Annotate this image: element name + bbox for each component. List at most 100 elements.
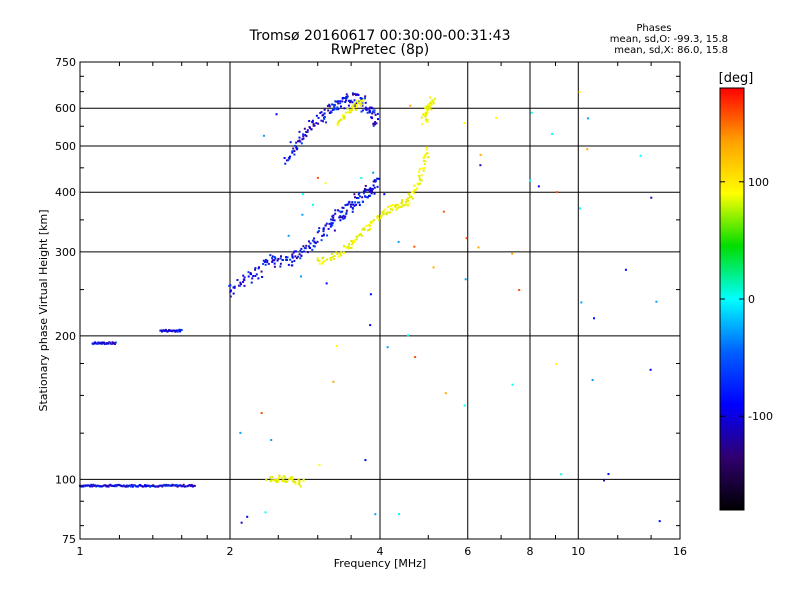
data-point (374, 513, 377, 516)
data-point (479, 153, 482, 156)
x-tick-label: 10 (571, 545, 585, 558)
data-point (275, 478, 278, 481)
data-point (371, 112, 374, 115)
data-point (372, 220, 375, 223)
data-point (347, 245, 350, 248)
data-point (381, 211, 384, 214)
data-point (273, 262, 276, 265)
x-tick-label: 1 (77, 545, 84, 558)
data-point (343, 115, 346, 118)
colorbar-tick-label: -100 (748, 410, 773, 423)
data-point (422, 169, 425, 172)
data-point (358, 201, 361, 204)
data-point (183, 485, 186, 488)
data-point (314, 242, 317, 245)
data-point (89, 485, 92, 488)
data-point (338, 210, 341, 213)
data-point (298, 139, 301, 142)
data-point (367, 189, 370, 192)
data-point (304, 247, 307, 250)
data-point (114, 484, 117, 487)
data-point (302, 135, 305, 138)
data-point (315, 114, 318, 117)
data-point (148, 484, 151, 487)
data-point (371, 110, 374, 113)
data-point (291, 264, 294, 267)
data-point (232, 286, 235, 289)
data-point (418, 179, 421, 182)
data-point (233, 286, 236, 289)
data-point (465, 237, 468, 240)
data-point (419, 182, 422, 185)
data-point (403, 204, 406, 207)
data-point (355, 102, 358, 105)
data-point (188, 484, 191, 487)
data-point (423, 154, 426, 157)
data-point (279, 265, 282, 268)
data-point (308, 119, 311, 122)
data-point (340, 251, 343, 254)
data-point (413, 192, 416, 195)
data-point (229, 295, 232, 298)
data-point (353, 241, 356, 244)
data-point (271, 259, 274, 262)
data-point (169, 484, 172, 487)
data-point (109, 483, 112, 486)
x-axis-label: Frequency [MHz] (334, 557, 426, 570)
data-point (528, 179, 531, 182)
data-point (331, 224, 334, 227)
data-point (335, 251, 338, 254)
data-point (269, 254, 272, 257)
x-tick-label: 4 (377, 545, 384, 558)
data-point (300, 254, 303, 257)
data-point (331, 109, 334, 112)
data-point (229, 289, 232, 292)
data-point (312, 123, 315, 126)
data-point (342, 116, 345, 119)
data-point (362, 192, 365, 195)
data-point (351, 101, 354, 104)
data-point (336, 106, 339, 109)
data-point (425, 113, 428, 116)
data-point (318, 262, 321, 265)
data-point (262, 259, 265, 262)
data-point (92, 483, 95, 486)
data-point (291, 150, 294, 153)
data-point (166, 484, 169, 487)
data-point (284, 476, 287, 479)
data-point (353, 204, 356, 207)
data-point (269, 476, 272, 479)
data-point (296, 140, 299, 143)
data-point (444, 392, 447, 395)
data-point (343, 116, 346, 119)
data-point (391, 209, 394, 212)
data-point (349, 101, 352, 104)
data-point (341, 114, 344, 117)
data-point (282, 475, 285, 478)
data-point (360, 103, 363, 106)
data-point (229, 290, 232, 293)
data-point (389, 211, 392, 214)
data-point (287, 159, 290, 162)
data-point (257, 267, 260, 270)
data-point (408, 194, 411, 197)
data-point (366, 111, 369, 114)
data-point (284, 162, 287, 165)
data-point (152, 484, 155, 487)
data-point (351, 206, 354, 209)
data-point (293, 259, 296, 262)
data-point (323, 260, 326, 263)
data-point (365, 188, 368, 191)
data-point (329, 257, 332, 260)
data-point (464, 278, 467, 281)
data-point (348, 200, 351, 203)
data-point (352, 240, 355, 243)
data-point (342, 114, 345, 117)
data-point (302, 137, 305, 140)
data-point (389, 204, 392, 207)
data-point (285, 159, 288, 162)
data-point (303, 127, 306, 130)
data-point (591, 378, 594, 381)
data-point (309, 246, 312, 249)
data-point (159, 484, 162, 487)
